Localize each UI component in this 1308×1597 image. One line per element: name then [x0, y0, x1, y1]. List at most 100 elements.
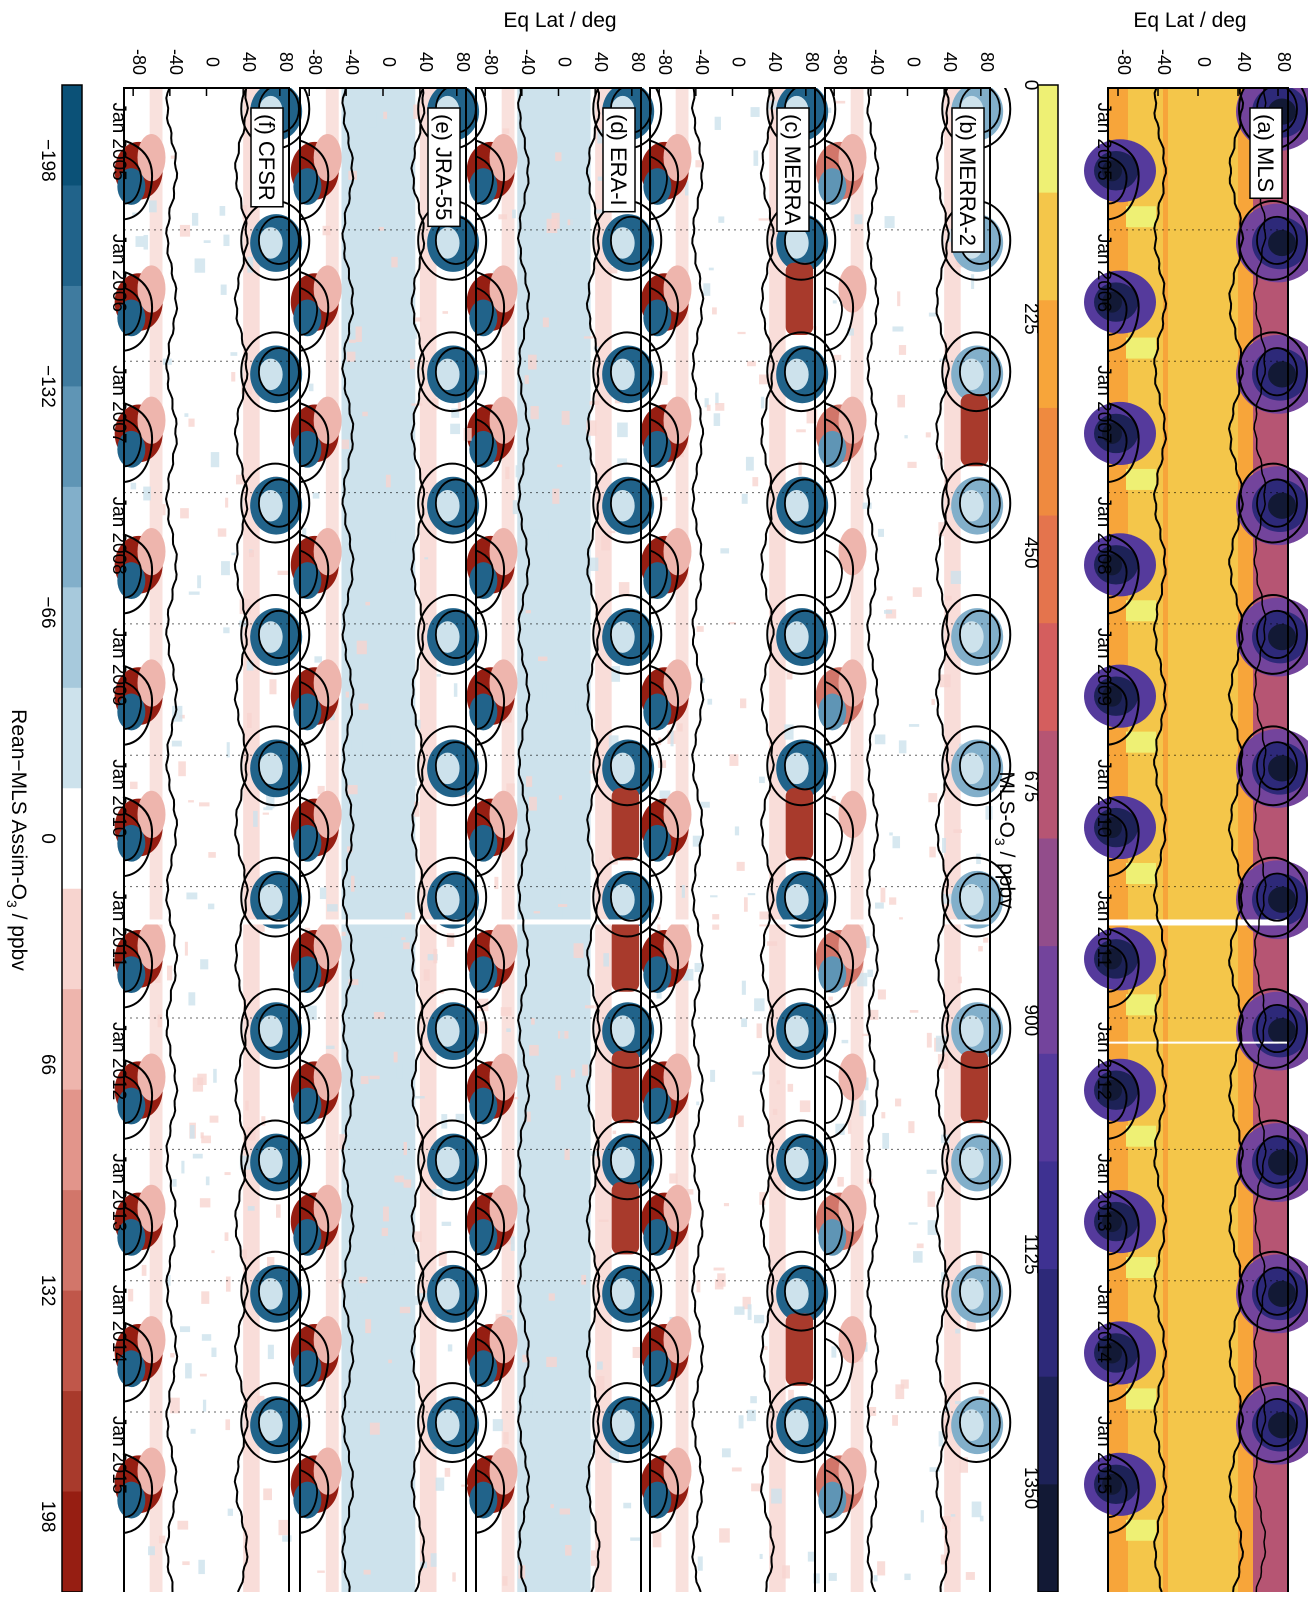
colorbar-swatch [62, 1290, 82, 1392]
diff-speckle [898, 740, 907, 754]
panel-label-group: (e) JRA-55 [427, 107, 461, 228]
contour-south-vortex [649, 533, 680, 615]
diff-speckle [147, 1546, 155, 1556]
diff-speckle [827, 107, 832, 113]
diff-speckle [546, 218, 558, 234]
diff-speckle [452, 1572, 456, 1582]
diff-speckle [225, 1419, 231, 1431]
diff-speckle [617, 422, 628, 438]
y-tick-label: 80 [628, 52, 648, 72]
diff-speckle [463, 428, 472, 441]
diff-speckle [346, 351, 356, 362]
diff-data-gap [124, 919, 289, 925]
diff-speckle [701, 677, 705, 683]
diff-speckle [738, 1415, 744, 1429]
diff-speckle [436, 674, 442, 677]
diff-speckle [632, 1346, 642, 1358]
contour-north-vortex-inner [959, 741, 1001, 791]
diff-speckle [351, 739, 363, 756]
contour-south-vortex-inner [123, 680, 142, 730]
diff-speckle [596, 1376, 605, 1391]
contour-north-vortex [417, 1119, 488, 1201]
contour-south-vortex [299, 139, 330, 221]
colorbar-diff-label: Rean−MLS Assim-O3 / ppbv [4, 709, 30, 971]
diff-south-pink [489, 1053, 518, 1101]
diff-speckle [409, 359, 415, 369]
diff-speckle [524, 375, 529, 384]
y-tick-label: 80 [802, 52, 822, 72]
contour-north-vortex [417, 462, 488, 544]
diff-speckle [267, 1344, 274, 1360]
diff-speckle [942, 837, 946, 853]
contour-south-vortex [299, 1190, 330, 1272]
contour-south-vortex-inner [649, 1074, 668, 1124]
contour-south-vortex-inner [649, 155, 668, 205]
contour-north-vortex-inner [1256, 741, 1298, 791]
x-tick-label: Jan 2012 [1093, 1022, 1114, 1100]
contour-north-midlat [585, 88, 601, 1592]
diff-speckle [873, 1575, 878, 1582]
diff-speckle [694, 962, 703, 973]
diff-speckle [920, 1510, 924, 1523]
diff-speckle [369, 1075, 380, 1080]
contour-south-midlat [690, 88, 705, 1592]
diff-speckle [916, 1243, 924, 1249]
colorbar-swatch [1038, 730, 1058, 839]
diff-speckle [269, 679, 277, 695]
diff-speckle [552, 907, 563, 920]
diff-south-pink [489, 1447, 518, 1495]
diff-speckle [349, 1002, 359, 1010]
diff-speckle [227, 1508, 233, 1516]
contour-north-vortex-inner [1256, 1266, 1298, 1316]
contour-north-vortex [417, 725, 488, 807]
contour-north-midlat [410, 88, 426, 1592]
contour-north-vortex [417, 1382, 488, 1463]
diff-speckle [559, 1508, 571, 1515]
diff-speckle [354, 358, 361, 365]
diff-speckle [927, 1220, 938, 1235]
diff-speckle [558, 795, 562, 800]
diff-speckle [503, 1432, 509, 1445]
diff-speckle [578, 490, 584, 502]
diff-speckle [677, 723, 683, 732]
panel-label-box [1249, 107, 1283, 199]
diff-speckle [737, 331, 746, 335]
contour-south-vortex [649, 1321, 680, 1403]
diff-speckle [835, 100, 846, 104]
colorbar-swatch [62, 285, 82, 387]
diff-south-pink [663, 659, 692, 707]
diff-speckle [394, 1175, 404, 1183]
diff-north-red-block [785, 788, 814, 861]
colorbar-mls-label: MLS-O3 / ppbv [992, 771, 1018, 909]
diff-speckle [197, 575, 202, 589]
contour-south-vortex-inner [123, 286, 142, 336]
contour-south-vortex-inner [649, 680, 668, 730]
panel-labels: (a) MLS (b) MERRA-2 (c) MERRA (d) ERA-I (e) … [250, 107, 1283, 253]
diff-speckle [225, 497, 229, 508]
diff-speckle [573, 943, 584, 959]
colorbar-swatch [62, 788, 82, 890]
contour-south-vortex [123, 533, 154, 615]
diff-speckle [185, 1363, 192, 1379]
diff-speckle [746, 1409, 756, 1422]
colorbar-swatch [1038, 515, 1058, 624]
diff-speckle [190, 1428, 196, 1434]
contour-south-vortex [475, 533, 506, 615]
diff-speckle [878, 528, 884, 537]
colorbar-swatch [1038, 1053, 1058, 1162]
diff-speckle [179, 1326, 191, 1333]
diff-speckle [170, 155, 176, 159]
diff-speckle [317, 1570, 325, 1573]
diff-speckle [513, 1096, 519, 1100]
diff-speckle [529, 796, 537, 811]
contour-north-vortex [592, 725, 663, 807]
diff-speckle [731, 1467, 742, 1472]
diff-speckle [538, 1451, 548, 1458]
contour-south-vortex-inner [299, 943, 319, 993]
diff-speckle [892, 836, 901, 849]
diff-speckle [892, 1415, 898, 1426]
contour-south-vortex [824, 1453, 855, 1534]
colorbar-swatch [62, 85, 82, 186]
diff-speckle [773, 1177, 782, 1190]
diff-speckle [552, 488, 560, 504]
